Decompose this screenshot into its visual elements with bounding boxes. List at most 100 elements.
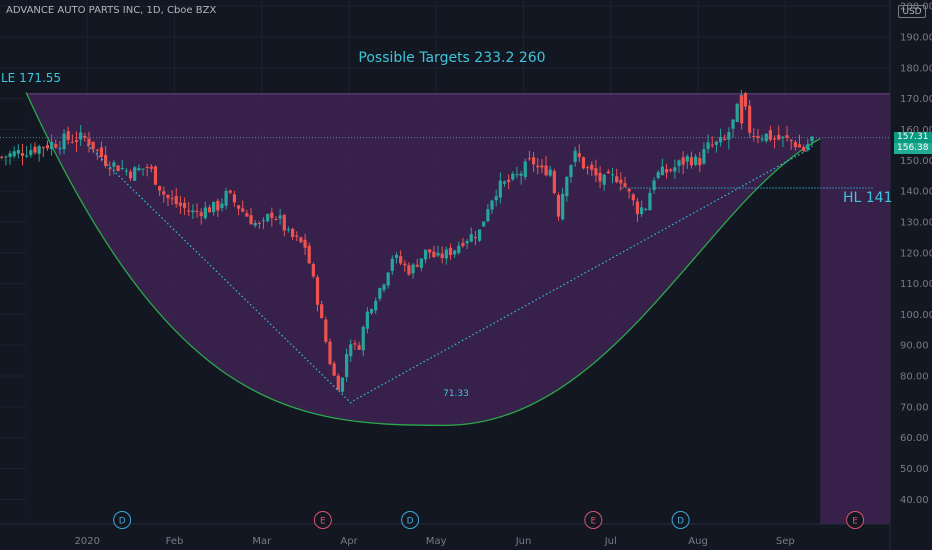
candle-body bbox=[444, 249, 448, 259]
candle-body bbox=[428, 249, 432, 253]
candle-body bbox=[453, 250, 457, 255]
event-marker[interactable] bbox=[846, 511, 865, 529]
candle-body bbox=[374, 300, 378, 311]
x-tick-label: Apr bbox=[340, 536, 358, 547]
candle-body bbox=[315, 277, 320, 305]
candle-body bbox=[415, 264, 419, 267]
last-price-low-tag: 156.38 bbox=[894, 143, 932, 154]
y-tick-label: 160.00 bbox=[900, 125, 932, 136]
candle-body bbox=[477, 229, 482, 241]
candle-body bbox=[623, 183, 627, 187]
candle-body bbox=[369, 309, 374, 313]
candle-body bbox=[802, 147, 806, 151]
candle-body bbox=[569, 165, 573, 177]
candle-body bbox=[652, 180, 656, 190]
candle-body bbox=[793, 142, 797, 148]
event-marker[interactable] bbox=[671, 511, 690, 529]
candle-body bbox=[465, 240, 469, 244]
candle-body bbox=[561, 193, 565, 220]
currency-button[interactable]: USD bbox=[898, 5, 926, 18]
candle-body bbox=[718, 136, 723, 143]
candle-body bbox=[257, 223, 261, 225]
candle-body bbox=[212, 201, 216, 213]
candle-body bbox=[274, 219, 278, 221]
candle-body bbox=[602, 174, 606, 185]
candle-body bbox=[37, 146, 41, 154]
candle-body bbox=[33, 146, 37, 153]
candle-body bbox=[515, 174, 519, 176]
y-tick-label: 190.00 bbox=[900, 32, 932, 43]
y-tick-label: 100.00 bbox=[900, 310, 932, 321]
candle-body bbox=[648, 192, 652, 211]
candle-body bbox=[797, 144, 802, 148]
candle-body bbox=[507, 179, 511, 182]
x-tick-label: Mar bbox=[252, 536, 272, 547]
candle-body bbox=[178, 202, 183, 206]
y-tick-label: 200.00 bbox=[900, 2, 932, 13]
y-tick-label: 180.00 bbox=[900, 63, 932, 74]
candle-body bbox=[311, 264, 315, 277]
candle-body bbox=[170, 198, 174, 200]
candle-body bbox=[336, 375, 340, 391]
event-marker-label: E bbox=[852, 517, 858, 527]
candle-body bbox=[361, 326, 365, 351]
event-marker-label: E bbox=[590, 517, 596, 527]
candle-body bbox=[677, 160, 681, 166]
candle-body bbox=[777, 134, 781, 140]
candle-body bbox=[307, 245, 311, 264]
event-marker[interactable] bbox=[584, 511, 603, 529]
candle-body bbox=[710, 144, 714, 146]
candle-body bbox=[128, 171, 133, 179]
candle-body bbox=[486, 209, 490, 222]
candle-body bbox=[781, 136, 785, 139]
candle-body bbox=[133, 167, 137, 181]
candle-body bbox=[631, 194, 635, 201]
candle-body bbox=[378, 288, 382, 299]
y-tick-label: 40.00 bbox=[900, 495, 929, 506]
candle-body bbox=[162, 191, 166, 195]
x-tick-label: Aug bbox=[688, 536, 708, 547]
candle-body bbox=[498, 180, 502, 198]
candle-body bbox=[50, 142, 54, 150]
candle-body bbox=[95, 149, 99, 151]
candle-body bbox=[735, 104, 739, 123]
candle-body bbox=[74, 140, 79, 143]
event-marker[interactable] bbox=[401, 511, 420, 529]
candle-body bbox=[174, 196, 178, 204]
candle-body bbox=[615, 176, 619, 183]
candle-body bbox=[108, 168, 112, 170]
candle-body bbox=[610, 174, 615, 176]
candle-body bbox=[390, 258, 394, 271]
candle-body bbox=[45, 145, 50, 149]
candle-body bbox=[278, 215, 282, 219]
candle-body bbox=[299, 237, 303, 243]
candle-body bbox=[785, 135, 789, 138]
candle-body bbox=[806, 144, 810, 150]
candle-body bbox=[216, 200, 220, 211]
candle-body bbox=[145, 166, 149, 168]
y-tick-label: 60.00 bbox=[900, 433, 929, 444]
event-marker-label: D bbox=[677, 517, 684, 527]
candle-body bbox=[91, 141, 95, 150]
candle-body bbox=[681, 157, 685, 165]
candle-body bbox=[789, 139, 793, 141]
candle-body bbox=[62, 133, 66, 150]
candle-body bbox=[552, 171, 556, 193]
candle-body bbox=[457, 245, 461, 253]
candle-body bbox=[303, 239, 307, 248]
candle-body bbox=[116, 165, 120, 172]
event-marker[interactable] bbox=[113, 511, 132, 529]
candle-body bbox=[772, 138, 777, 140]
candle-body bbox=[760, 138, 764, 140]
candle-body bbox=[203, 207, 207, 219]
candle-body bbox=[70, 141, 74, 143]
candle-body bbox=[756, 136, 760, 138]
candle-body bbox=[8, 153, 12, 158]
event-marker[interactable] bbox=[313, 511, 332, 529]
candle-body bbox=[494, 196, 498, 201]
candle-body bbox=[640, 207, 644, 215]
candle-body bbox=[345, 354, 349, 377]
candle-body bbox=[286, 229, 291, 231]
